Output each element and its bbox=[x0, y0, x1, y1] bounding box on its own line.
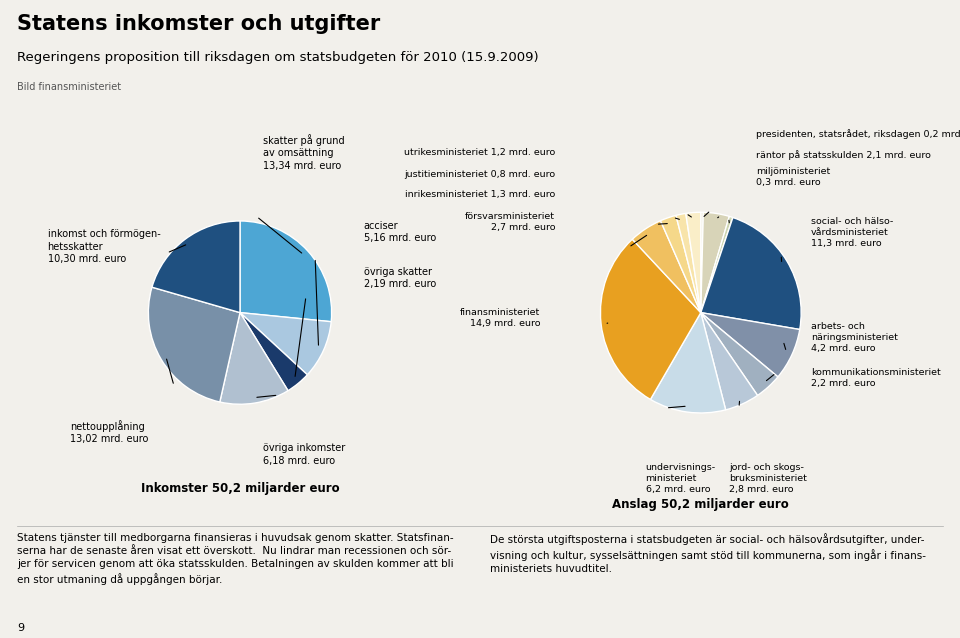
Wedge shape bbox=[633, 221, 701, 313]
Text: övriga skatter
2,19 mrd. euro: övriga skatter 2,19 mrd. euro bbox=[364, 267, 436, 289]
Wedge shape bbox=[701, 313, 800, 377]
Text: inrikesministeriet 1,3 mrd. euro: inrikesministeriet 1,3 mrd. euro bbox=[405, 189, 555, 198]
Wedge shape bbox=[685, 212, 701, 313]
Wedge shape bbox=[651, 313, 726, 413]
Text: nettoupplåning
13,02 mrd. euro: nettoupplåning 13,02 mrd. euro bbox=[70, 420, 149, 444]
Text: Statens tjänster till medborgarna finansieras i huvudsak genom skatter. Statsfin: Statens tjänster till medborgarna finans… bbox=[17, 533, 454, 585]
Text: övriga inkomster
6,18 mrd. euro: övriga inkomster 6,18 mrd. euro bbox=[263, 443, 346, 466]
Text: räntor på statsskulden 2,1 mrd. euro: räntor på statsskulden 2,1 mrd. euro bbox=[756, 150, 931, 160]
Wedge shape bbox=[701, 216, 732, 313]
Text: justitieministeriet 0,8 mrd. euro: justitieministeriet 0,8 mrd. euro bbox=[404, 170, 555, 179]
Wedge shape bbox=[152, 221, 240, 313]
Text: Inkomster 50,2 miljarder euro: Inkomster 50,2 miljarder euro bbox=[141, 482, 339, 495]
Wedge shape bbox=[220, 313, 288, 404]
Wedge shape bbox=[600, 239, 701, 399]
Wedge shape bbox=[701, 313, 757, 410]
Text: jord- och skogs-
bruksministeriet
2,8 mrd. euro: jord- och skogs- bruksministeriet 2,8 mr… bbox=[729, 463, 806, 494]
Text: acciser
5,16 mrd. euro: acciser 5,16 mrd. euro bbox=[364, 221, 436, 243]
Text: Regeringens proposition till riksdagen om statsbudgeten för 2010 (15.9.2009): Regeringens proposition till riksdagen o… bbox=[17, 51, 539, 64]
Text: undervisnings-
ministeriet
6,2 mrd. euro: undervisnings- ministeriet 6,2 mrd. euro bbox=[645, 463, 716, 494]
Wedge shape bbox=[240, 313, 331, 375]
Wedge shape bbox=[660, 216, 701, 313]
Text: miljöministeriet
0,3 mrd. euro: miljöministeriet 0,3 mrd. euro bbox=[756, 167, 830, 187]
Text: arbets- och
näringsministeriet
4,2 mrd. euro: arbets- och näringsministeriet 4,2 mrd. … bbox=[811, 322, 898, 353]
Wedge shape bbox=[701, 313, 778, 396]
Wedge shape bbox=[240, 313, 307, 390]
Text: kommunikationsministeriet
2,2 mrd. euro: kommunikationsministeriet 2,2 mrd. euro bbox=[811, 367, 941, 388]
Text: social- och hälso-
vårdsministeriet
11,3 mrd. euro: social- och hälso- vårdsministeriet 11,3… bbox=[811, 217, 894, 248]
Text: inkomst och förmögen-
hetsskatter
10,30 mrd. euro: inkomst och förmögen- hetsskatter 10,30 … bbox=[48, 229, 160, 264]
Text: försvarsministeriet
2,7 mrd. euro: försvarsministeriet 2,7 mrd. euro bbox=[466, 212, 555, 232]
Wedge shape bbox=[149, 287, 240, 402]
Wedge shape bbox=[701, 212, 730, 313]
Text: presidenten, statsrådet, riksdagen 0,2 mrd. euro: presidenten, statsrådet, riksdagen 0,2 m… bbox=[756, 129, 960, 139]
Text: Statens inkomster och utgifter: Statens inkomster och utgifter bbox=[17, 14, 380, 34]
Text: finansministeriet
14,9 mrd. euro: finansministeriet 14,9 mrd. euro bbox=[460, 308, 540, 328]
Text: utrikesministeriet 1,2 mrd. euro: utrikesministeriet 1,2 mrd. euro bbox=[404, 147, 555, 156]
Text: 9: 9 bbox=[17, 623, 24, 633]
Wedge shape bbox=[676, 213, 701, 313]
Text: De största utgiftsposterna i statsbudgeten är social- och hälsovårdsutgifter, un: De största utgiftsposterna i statsbudget… bbox=[490, 533, 925, 574]
Text: Anslag 50,2 miljarder euro: Anslag 50,2 miljarder euro bbox=[612, 498, 789, 511]
Wedge shape bbox=[240, 221, 331, 322]
Text: Bild finansministeriet: Bild finansministeriet bbox=[17, 82, 121, 92]
Text: skatter på grund
av omsättning
13,34 mrd. euro: skatter på grund av omsättning 13,34 mrd… bbox=[263, 134, 345, 170]
Wedge shape bbox=[701, 218, 802, 329]
Wedge shape bbox=[701, 212, 704, 313]
